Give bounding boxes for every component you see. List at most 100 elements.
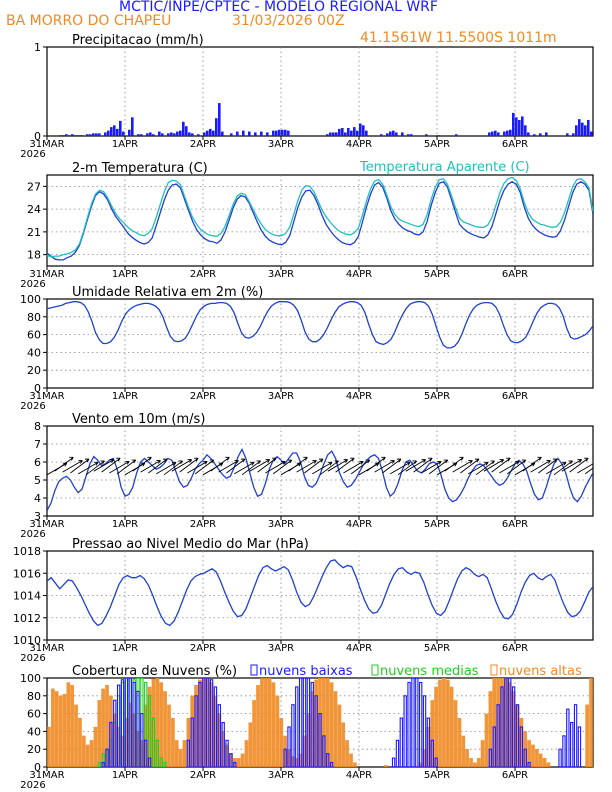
panel-wind: 3 4 5 6 7 8 31MAR 1APR 2APR 3APR 4APR 5APR 6APR 2026 V… <box>20 412 594 540</box>
wind-arrowhead <box>234 460 239 464</box>
wind-arrowhead <box>328 461 333 466</box>
cloud-bar <box>116 726 121 767</box>
wind-arrow <box>561 459 582 472</box>
wind-arrowhead <box>303 456 308 461</box>
legend-apparent-temp: Temperatura Aparente (C) <box>359 160 530 175</box>
wind-arrow <box>460 458 480 474</box>
cloud-bar <box>469 757 473 767</box>
precip-bar <box>71 134 74 136</box>
cloud-bar <box>496 704 500 767</box>
precip-bar <box>512 112 515 136</box>
series-line-1 <box>47 176 593 258</box>
wind-arrow <box>226 458 246 474</box>
wind-arrowhead <box>94 461 99 466</box>
precip-bar <box>89 134 92 136</box>
x-tick-label: 5APR <box>424 269 450 280</box>
cloud-bar <box>263 678 268 767</box>
precip-bar <box>356 130 359 136</box>
x-tick-label: 31MAR <box>29 139 64 150</box>
precip-bar <box>533 134 536 136</box>
cloud-bar <box>449 686 454 767</box>
cloud-bar <box>233 761 237 767</box>
x-tick-label: 6APR <box>502 643 528 654</box>
wind-arrow <box>366 456 386 472</box>
precip-bar <box>539 133 542 136</box>
y-tick-label: 7 <box>34 438 41 451</box>
wind-arrowhead <box>406 461 411 466</box>
cloud-bar <box>418 681 423 767</box>
cloud-bar <box>337 704 342 767</box>
cloud-bar <box>78 717 82 767</box>
precip-bar <box>515 117 518 136</box>
x-tick-label: 1APR <box>112 139 138 150</box>
precip-bar <box>335 132 338 136</box>
cloud-bar <box>206 678 210 767</box>
cloud-bar <box>438 679 442 767</box>
precip-bar <box>395 132 398 136</box>
precip-bar <box>572 133 575 136</box>
wind-arrow <box>288 456 308 472</box>
y-tick-label: 27 <box>27 180 41 193</box>
precip-bar <box>59 135 62 136</box>
cloud-bar <box>190 717 194 767</box>
y-tick-label: 80 <box>27 690 41 703</box>
precip-bar <box>488 132 491 136</box>
x-tick-label: 1APR <box>112 770 138 781</box>
wind-arrow <box>218 460 239 473</box>
cloud-bar <box>318 678 322 767</box>
precip-bar <box>587 119 590 136</box>
cloud-bar <box>287 749 291 767</box>
x-tick-label: 5APR <box>424 519 450 530</box>
x-tick-label: 5APR <box>424 391 450 402</box>
wind-arrow <box>187 461 208 474</box>
precip-bar <box>275 130 278 136</box>
cloud-bar <box>101 761 105 767</box>
cloud-bar <box>473 762 477 767</box>
wind-arrow <box>350 459 370 475</box>
precip-bar <box>221 131 224 136</box>
y-tick-label: 1018 <box>13 545 41 558</box>
cloud-bar <box>186 739 191 767</box>
precip-bar <box>509 129 512 136</box>
wind-arrowhead <box>131 459 137 464</box>
cloud-bar <box>434 757 438 767</box>
x-year-label: 2026 <box>20 529 45 540</box>
cloud-bar <box>58 695 63 767</box>
wind-arrowhead <box>225 456 230 461</box>
precip-bar <box>578 119 581 136</box>
precip-bar <box>170 132 173 136</box>
cloud-bar <box>144 681 148 767</box>
cloud-bar <box>310 681 314 767</box>
cloud-bar <box>194 695 198 767</box>
x-tick-label: 6APR <box>502 519 528 530</box>
legend-swatch <box>250 664 258 676</box>
wind-arrowhead <box>172 461 177 466</box>
cloud-bar <box>171 717 175 767</box>
cloud-bar <box>298 678 303 767</box>
precip-bar <box>248 131 251 136</box>
wind-arrow <box>475 460 495 476</box>
cloud-bar <box>244 740 249 767</box>
cloud-bar <box>508 678 512 767</box>
y-tick-label: 20 <box>27 364 41 377</box>
cloud-bar <box>143 704 148 767</box>
precip-bar <box>98 133 101 136</box>
x-tick-label: 2APR <box>190 269 216 280</box>
cloud-bar <box>105 748 109 767</box>
legend-label: nuvens medias <box>380 664 479 679</box>
wind-arrowhead <box>577 459 582 463</box>
precip-bar <box>581 122 584 136</box>
precip-bar <box>86 134 89 136</box>
wind-arrowhead <box>250 461 255 466</box>
precip-bar <box>131 117 134 136</box>
cloud-bar <box>492 678 497 767</box>
precip-bar <box>197 134 200 136</box>
precip-bar <box>209 128 212 136</box>
wind-arrow <box>491 457 511 473</box>
wind-arrowhead <box>312 460 317 464</box>
cloud-bar <box>202 678 206 767</box>
precip-bar <box>215 118 218 136</box>
cloud-bar <box>326 753 330 767</box>
cloud-bar <box>341 722 346 767</box>
wind-arrow <box>210 456 230 472</box>
